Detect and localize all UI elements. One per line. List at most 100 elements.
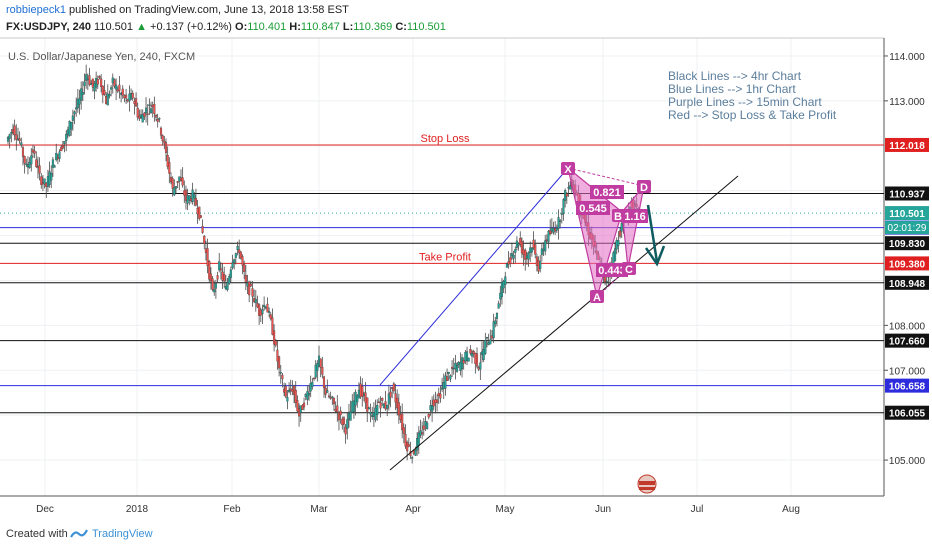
candle-body (557, 217, 560, 229)
candle-body (456, 365, 459, 372)
pattern-xd (567, 167, 645, 187)
legend-line: Purple Lines --> 15min Chart (668, 95, 822, 109)
candle-body (547, 231, 550, 242)
close-value: 110.501 (406, 21, 446, 33)
price-badge-text: 110.937 (889, 189, 925, 200)
candle-body (465, 351, 469, 361)
svg-text:0.821: 0.821 (593, 187, 621, 199)
candle-body (492, 321, 495, 339)
price-tick-label: 114.000 (889, 52, 925, 63)
candle-body (118, 84, 121, 91)
candle-body (520, 240, 523, 254)
candle-body (58, 151, 61, 159)
candle-body (85, 74, 88, 81)
candle-body (505, 263, 508, 268)
candle-body (356, 395, 359, 403)
candle-body (164, 142, 168, 153)
legend-line: Red --> Stop Loss & Take Profit (668, 108, 837, 122)
candle-body (15, 134, 18, 140)
candle-body (144, 107, 148, 113)
point-b-marker: B (612, 209, 625, 223)
time-label: Jul (691, 504, 704, 515)
low-label: L: (342, 21, 354, 33)
candle-body (352, 400, 355, 412)
footer: Created with TradingView (0, 521, 932, 550)
candle-body (336, 405, 339, 413)
candle-body (174, 186, 178, 189)
author-link[interactable]: robbiepeck1 (6, 4, 66, 16)
time-label: Aug (782, 504, 800, 515)
candle-body (33, 150, 36, 154)
close-label: C: (395, 21, 407, 33)
candle-body (229, 269, 232, 278)
candle-body (309, 383, 312, 392)
candle-body (321, 366, 324, 375)
candle-body (20, 142, 23, 146)
economic-event-icon[interactable] (637, 474, 657, 494)
up-arrow-icon: ▲ (136, 21, 147, 33)
candle-body (397, 402, 400, 416)
point-x-marker: X (561, 162, 575, 176)
candle-body (108, 94, 111, 97)
candle-body (281, 374, 284, 380)
candle-body (176, 181, 179, 183)
candle-body (296, 400, 299, 412)
candle-body (143, 112, 146, 117)
candle-body (13, 125, 16, 136)
candle-body (411, 457, 414, 459)
tradingview-logo-icon (70, 529, 88, 538)
price-badge (885, 206, 929, 221)
price-badge-text: 106.658 (889, 382, 926, 393)
candle-body (307, 393, 311, 396)
black-trend-line (389, 175, 739, 471)
candle-body (61, 145, 64, 149)
candle-body (110, 87, 113, 90)
price-badge-text: 107.660 (889, 337, 926, 348)
chart-title: U.S. Dollar/Japanese Yen, 240, FXCM (8, 51, 195, 63)
candle-body (470, 353, 474, 357)
candle-body (163, 140, 166, 144)
candle-body (337, 412, 341, 421)
tradingview-link[interactable]: TradingView (92, 528, 153, 540)
candle-body (342, 417, 346, 425)
svg-text:D: D (640, 182, 648, 194)
high-value: 110.847 (300, 21, 340, 33)
ratio-label-1: 0.821 (590, 185, 624, 199)
level-label: Stop Loss (421, 133, 470, 145)
candle-body (467, 357, 470, 362)
candle-body (53, 165, 56, 168)
candle-body (475, 353, 479, 367)
candle-body (188, 195, 191, 201)
candle-body (63, 140, 66, 144)
candle-body (426, 422, 429, 430)
candle-body (279, 372, 282, 374)
time-label: Dec (36, 504, 54, 515)
price-change: +0.137 (+0.12%) (150, 21, 232, 33)
price-badge (885, 236, 929, 251)
candle-body (226, 282, 229, 290)
candle-body (203, 235, 206, 244)
candle-body (154, 115, 158, 118)
candle-body (171, 178, 174, 189)
low-value: 110.369 (353, 21, 393, 33)
candle-body (452, 368, 455, 370)
candle-body (449, 375, 452, 380)
candle-body (407, 444, 410, 447)
candle-body (121, 88, 124, 96)
candle-body (10, 132, 13, 134)
candle-body (361, 386, 364, 397)
price-badge (885, 333, 929, 348)
candle-body (268, 311, 271, 313)
pattern-xb (567, 167, 623, 213)
candle-body (35, 159, 38, 167)
time-label: Jun (595, 504, 611, 515)
time-label: Mar (310, 504, 328, 515)
candle-body (43, 178, 46, 185)
price-chart[interactable]: U.S. Dollar/Japanese Yen, 240, FXCM Stop… (0, 0, 932, 521)
candle-body (524, 249, 527, 260)
time-label: 2018 (126, 504, 149, 515)
svg-text:1.16: 1.16 (624, 211, 645, 223)
candle-body (312, 377, 316, 380)
candle-body (294, 390, 297, 403)
svg-text:0.545: 0.545 (579, 203, 607, 215)
